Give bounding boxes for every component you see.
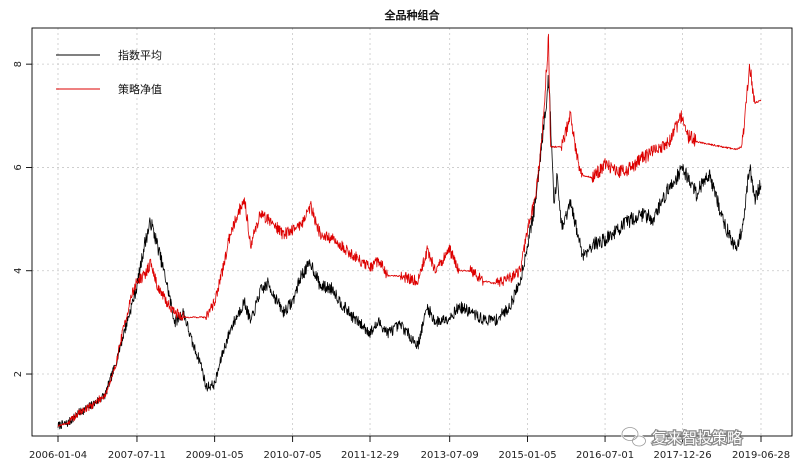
- x-tick-label: 2013-07-09: [421, 450, 479, 461]
- y-tick-label: 4: [13, 268, 24, 274]
- chart-title: 全品种组合: [384, 8, 441, 22]
- x-tick-label: 2006-01-04: [29, 450, 87, 461]
- watermark: 复来智投策略: [621, 426, 743, 448]
- x-tick-label: 2017-12-26: [654, 450, 712, 461]
- wechat-icon: [621, 426, 647, 447]
- legend: 指数平均 策略净值: [56, 48, 162, 96]
- x-tick-label: 2011-12-29: [341, 450, 399, 461]
- y-tick-label: 6: [13, 164, 24, 170]
- x-tick-label: 2010-07-05: [264, 450, 322, 461]
- series-line-strategy-nav: [57, 33, 762, 427]
- y-tick-label: 8: [13, 61, 24, 67]
- x-tick-label: 2009-01-05: [186, 450, 244, 461]
- legend-label-index-average: 指数平均: [118, 48, 162, 62]
- x-tick-label: 2019-06-28: [732, 450, 790, 461]
- x-tick-label: 2015-01-05: [498, 450, 556, 461]
- plot-frame: [31, 27, 793, 437]
- chart-grid: [32, 28, 792, 436]
- x-axis: 2006-01-04 2007-07-11 2009-01-05 2010-07-05…: [29, 436, 790, 461]
- series-line-index-average: [57, 74, 762, 430]
- watermark-text: 复来智投策略: [652, 429, 742, 447]
- series-layer: [57, 33, 762, 430]
- y-axis: 2 4 6 8: [13, 61, 32, 377]
- x-tick-label: 2007-07-11: [108, 450, 166, 461]
- y-tick-label: 2: [13, 371, 24, 377]
- legend-label-strategy-nav: 策略净值: [118, 82, 162, 96]
- x-tick-label: 2016-07-01: [576, 450, 634, 461]
